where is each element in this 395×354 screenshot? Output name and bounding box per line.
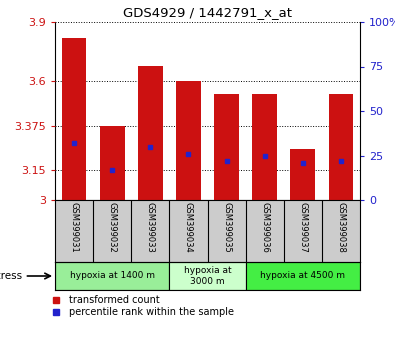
Bar <box>252 94 277 200</box>
Text: GSM399037: GSM399037 <box>298 202 307 253</box>
Text: GSM399034: GSM399034 <box>184 202 193 253</box>
Text: GSM399036: GSM399036 <box>260 202 269 253</box>
Bar <box>100 126 124 200</box>
Title: GDS4929 / 1442791_x_at: GDS4929 / 1442791_x_at <box>123 6 292 19</box>
Bar <box>329 94 354 200</box>
Text: GSM399032: GSM399032 <box>108 202 117 253</box>
Text: transformed count: transformed count <box>69 295 160 305</box>
Text: percentile rank within the sample: percentile rank within the sample <box>69 307 234 317</box>
Bar <box>176 81 201 200</box>
Text: hypoxia at 1400 m: hypoxia at 1400 m <box>70 272 155 280</box>
Text: GSM399035: GSM399035 <box>222 202 231 253</box>
Bar <box>214 94 239 200</box>
Bar <box>169 262 246 290</box>
Text: hypoxia at 4500 m: hypoxia at 4500 m <box>260 272 345 280</box>
Bar <box>138 65 163 200</box>
Text: GSM399031: GSM399031 <box>70 202 79 253</box>
Text: GSM399033: GSM399033 <box>146 202 155 253</box>
Text: hypoxia at
3000 m: hypoxia at 3000 m <box>184 266 231 286</box>
Text: stress: stress <box>0 271 23 281</box>
Bar <box>62 38 87 200</box>
Bar <box>246 262 360 290</box>
Text: GSM399038: GSM399038 <box>337 202 346 253</box>
Bar <box>55 262 169 290</box>
Bar <box>290 149 315 200</box>
